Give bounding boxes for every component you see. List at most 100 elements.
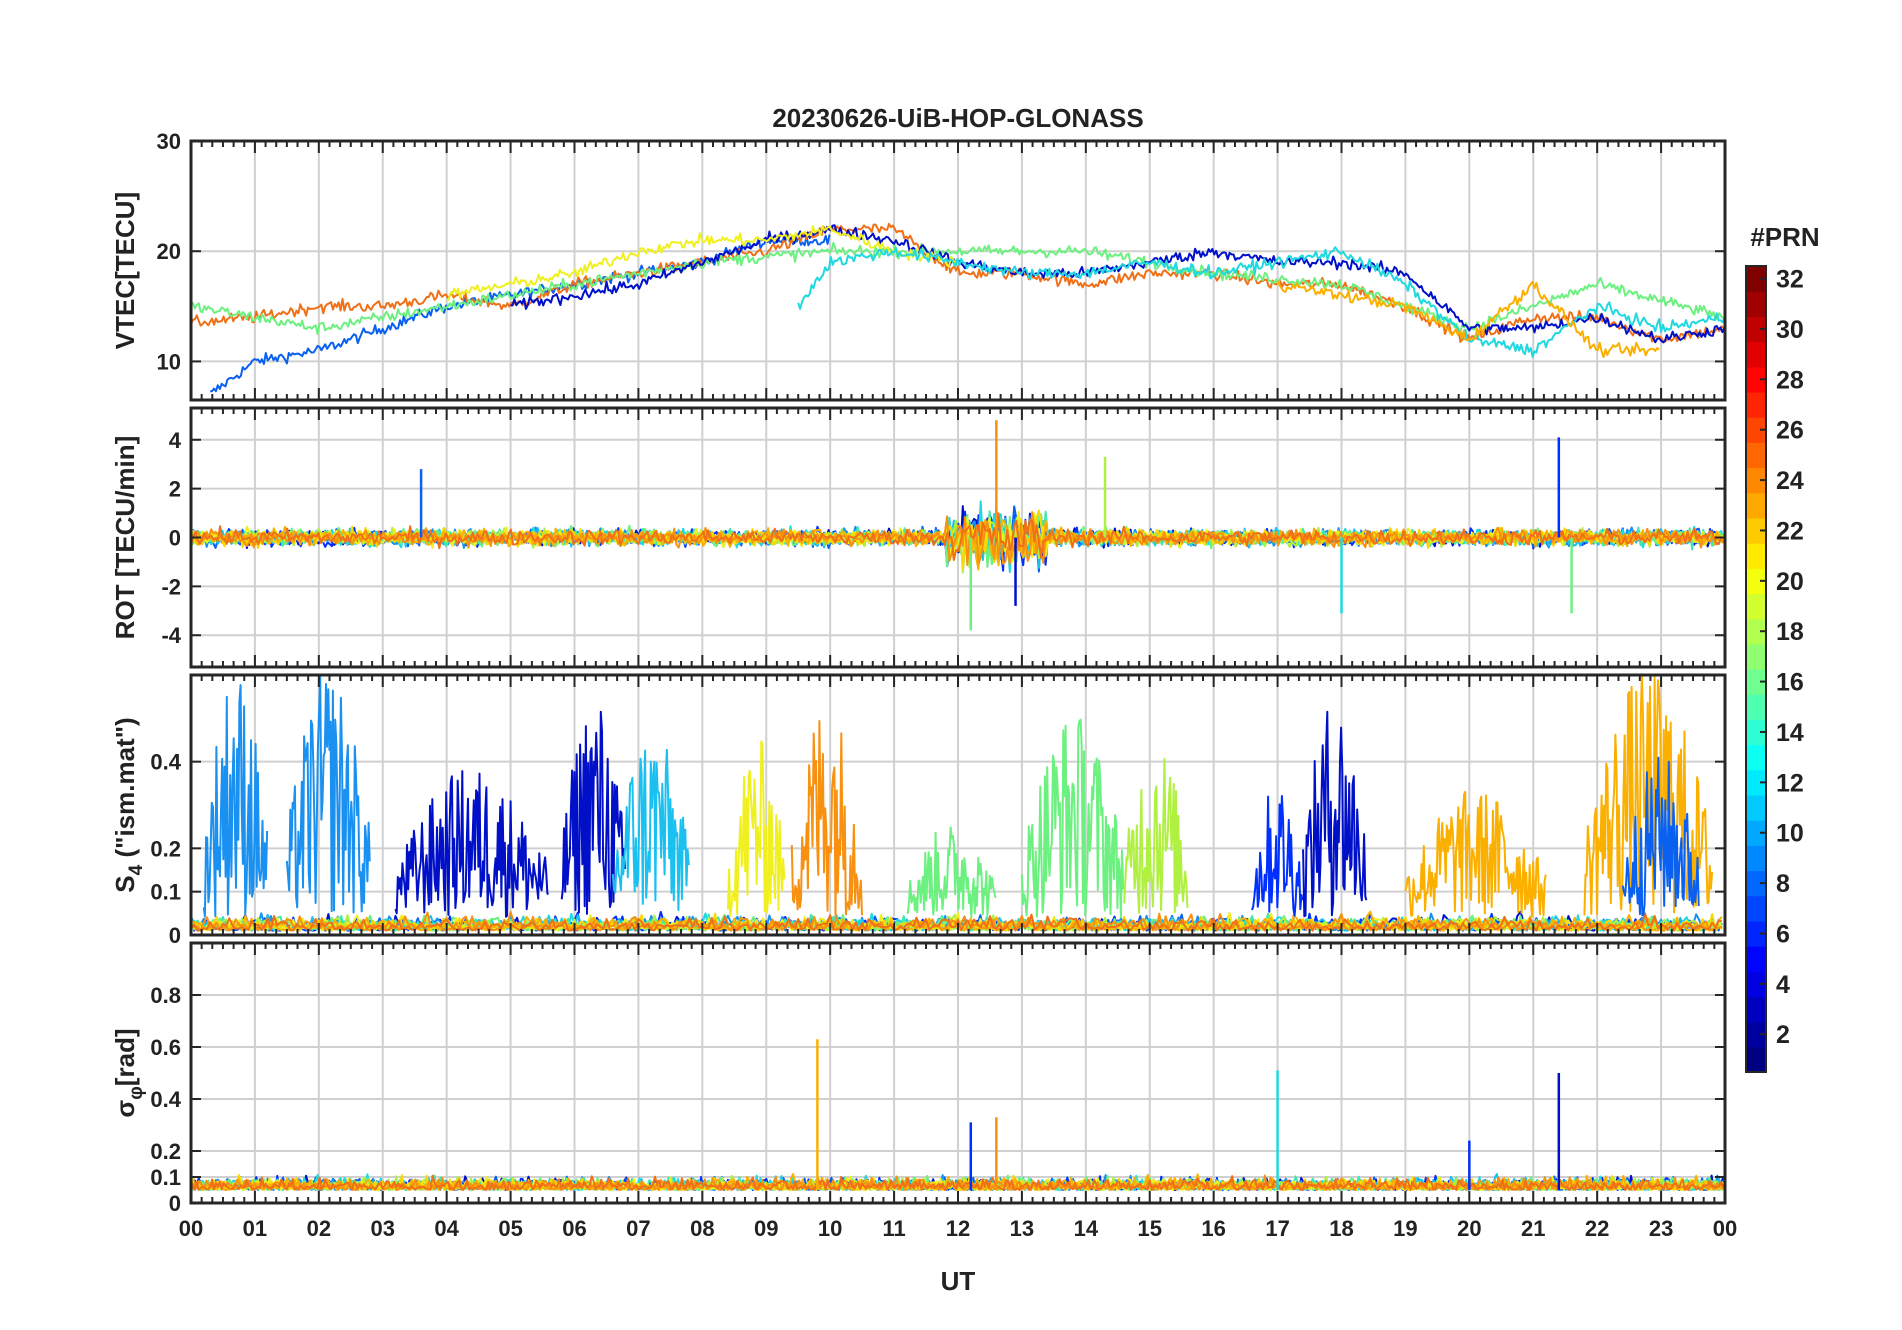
colorbar-segment (1746, 442, 1766, 469)
x-tick-label: 23 (1649, 1216, 1673, 1241)
ticks (190, 675, 1726, 936)
s4-burst-prn-8 (202, 684, 269, 918)
colorbar-segment (1746, 593, 1766, 620)
colorbar-segment (1746, 996, 1766, 1023)
sigma-phi-panel: 00.10.2 0.4 0.6 0.8σφ[rad] (110, 941, 1727, 1216)
colorbar-segment (1746, 366, 1766, 393)
y-tick-label: 0.1 (150, 1165, 181, 1190)
colorbar-segment (1746, 694, 1766, 720)
colorbar-segment (1746, 719, 1766, 746)
y-tick-label: 2 (169, 477, 181, 502)
colorbar-segment (1746, 870, 1766, 897)
x-tick-label: 14 (1074, 1216, 1099, 1241)
s4-burst-prn-16 (906, 826, 997, 918)
s4-burst-prn-8 (285, 675, 371, 914)
colorbar-tick-label: 10 (1776, 820, 1804, 848)
colorbar-segment (1746, 543, 1766, 569)
s4-burst-prn-22 (1583, 675, 1714, 916)
colorbar-segment (1746, 820, 1766, 846)
colorbar-frame (1745, 265, 1767, 1073)
colorbar-segment (1746, 467, 1766, 494)
chart-title: 20230626-UiB-HOP-GLONASS (772, 103, 1143, 133)
colorbar-segment (1746, 895, 1766, 922)
y-tick-label: -4 (161, 623, 181, 648)
ticks (190, 140, 1726, 400)
colorbar-segment (1746, 845, 1766, 872)
colorbar-segment (1746, 769, 1766, 796)
y-tick-label: 10 (157, 349, 181, 374)
y-axis-label: ROT [TECU/min] (110, 436, 140, 640)
ticks (190, 408, 1726, 667)
x-tick-label: 19 (1393, 1216, 1417, 1241)
s4-panel: 0 0.1 0.2 0.4S4 ("ism.mat") (110, 673, 1727, 948)
colorbar-tick-label: 12 (1776, 769, 1804, 797)
s4-burst-prn-16 (1020, 718, 1125, 919)
x-tick-label: 01 (243, 1216, 267, 1241)
y-tick-label: 0.1 (150, 880, 181, 905)
colorbar-segment (1746, 341, 1766, 368)
y-tick-label: 0 (169, 1191, 181, 1216)
x-tick-label: 00 (179, 1216, 203, 1241)
colorbar-segment (1746, 643, 1766, 670)
x-axis: 00 01 02 03 04 05 06 07 08 09 10 11 12 13 14 15 16 17 18 19… (179, 1216, 1737, 1241)
s4-burst-prn-2 (394, 770, 549, 918)
x-tick-label: 22 (1585, 1216, 1609, 1241)
colorbar-tick-label: 26 (1776, 417, 1804, 445)
x-tick-label: 00 (1713, 1216, 1737, 1241)
colorbar-segment (1746, 266, 1766, 292)
y-tick-label: 20 (157, 239, 181, 264)
colorbar-tick-label: 16 (1776, 669, 1804, 697)
x-tick-label: 10 (818, 1216, 842, 1241)
colorbar-tick-label: 14 (1776, 719, 1804, 747)
colorbar-segment (1746, 417, 1766, 443)
x-axis-label: UT (941, 1266, 976, 1296)
grid (191, 943, 1725, 1204)
colorbar-segment (1746, 517, 1766, 544)
s4-burst-prn-2 (1302, 710, 1368, 918)
data-traces (191, 675, 1723, 932)
ticks (190, 943, 1726, 1204)
x-tick-label: 13 (1010, 1216, 1034, 1241)
colorbar-tick-label: 18 (1776, 618, 1804, 646)
colorbar-segment (1746, 744, 1766, 771)
vtec-series-prn-6 (209, 233, 831, 393)
colorbar-segment (1746, 971, 1766, 998)
x-tick-label: 07 (626, 1216, 650, 1241)
x-tick-label: 03 (371, 1216, 395, 1241)
y-tick-label: 0 (169, 923, 181, 948)
x-tick-label: 12 (946, 1216, 970, 1241)
x-tick-label: 11 (882, 1216, 905, 1241)
data-traces (191, 1039, 1725, 1191)
y-axis-label: VTEC[TECU] (110, 192, 140, 349)
x-tick-label: 04 (434, 1216, 459, 1241)
colorbar-segment (1746, 1046, 1766, 1073)
x-tick-label: 09 (754, 1216, 778, 1241)
s4-burst-prn-22 (1404, 790, 1547, 918)
s4-burst-prn-23 (790, 720, 863, 919)
colorbar-segment (1746, 316, 1766, 343)
x-tick-label: 17 (1265, 1216, 1289, 1241)
colorbar-tick-label: 8 (1776, 870, 1790, 898)
vtec-series-prn-20 (446, 225, 958, 301)
colorbar-segment (1746, 1021, 1766, 1048)
data-traces (191, 222, 1725, 393)
colorbar-segment (1746, 568, 1766, 595)
y-tick-label: 0.2 (150, 1139, 181, 1164)
colorbar-segment (1746, 492, 1766, 519)
colorbar-tick-label: 4 (1776, 971, 1790, 999)
colorbar-tick-label: 24 (1776, 467, 1804, 495)
vtec-panel: 10 20 30 VTEC[TECU] (110, 129, 1727, 402)
colorbar-tick-label: 2 (1776, 1021, 1790, 1049)
vtec-series-prn-22 (1276, 280, 1660, 358)
s4-burst-prn-20 (726, 740, 786, 917)
colorbar-label: #PRN (1750, 222, 1819, 252)
y-tick-label: -2 (161, 574, 181, 599)
colorbar-segment (1746, 946, 1766, 972)
x-tick-label: 15 (1138, 1216, 1162, 1241)
colorbar-tick-label: 20 (1776, 568, 1804, 596)
y-tick-label: 0 (169, 526, 181, 551)
colorbar-segment (1746, 920, 1766, 947)
